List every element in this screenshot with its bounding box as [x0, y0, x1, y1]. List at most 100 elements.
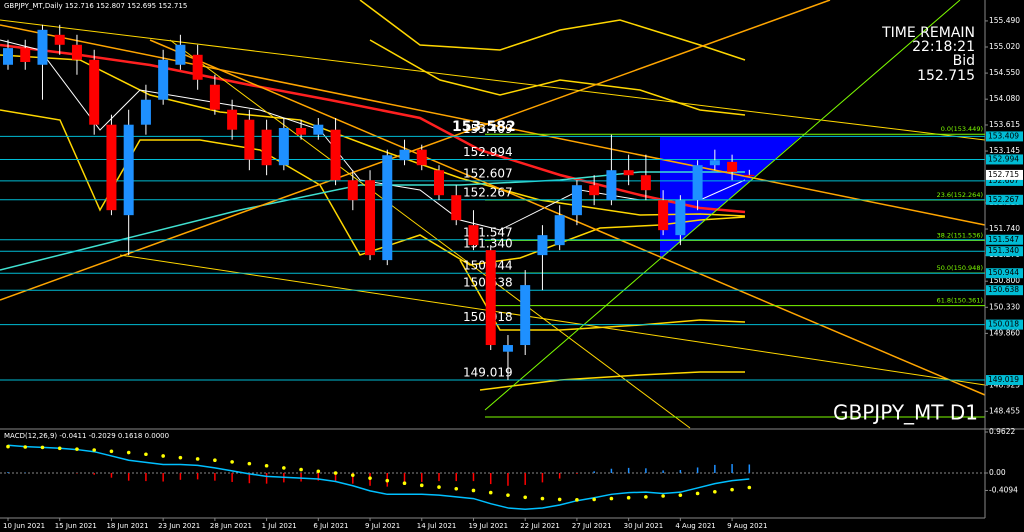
candle-body: [416, 149, 427, 166]
candle: [727, 154, 738, 181]
x-tick-label: 19 Jul 2021: [468, 522, 508, 530]
candle: [140, 84, 151, 135]
candle-body: [365, 180, 376, 256]
macd-signal-dot: [747, 485, 752, 490]
x-tick-label: 30 Jul 2021: [624, 522, 664, 530]
y-tick-label: 153.145: [989, 146, 1020, 155]
macd-signal-dot: [75, 447, 79, 451]
x-tick-label: 28 Jun 2021: [210, 522, 252, 530]
macd-signal-dot: [713, 489, 717, 494]
macd-signal-dot: [178, 455, 183, 460]
level-box: [986, 234, 1023, 245]
x-tick-label: 15 Jun 2021: [55, 522, 97, 530]
candle-body: [520, 285, 531, 346]
candle-body: [330, 129, 341, 181]
macd-signal-dot: [264, 463, 269, 468]
x-tick-label: 1 Jul 2021: [262, 522, 297, 530]
trend-line: [169, 39, 691, 429]
y-tick-label: 155.020: [989, 42, 1020, 51]
y-tick-label: 149.860: [989, 328, 1020, 337]
candle-body: [347, 180, 358, 201]
candle-body: [192, 54, 203, 80]
level-box: [986, 319, 1023, 330]
y-tick-label: 151.740: [989, 224, 1020, 233]
level-label: 149.019: [463, 366, 513, 380]
candle: [330, 118, 341, 186]
annotation: 153.582: [452, 119, 516, 135]
level-box-label: 152.607: [988, 176, 1019, 185]
macd-signal-dot: [661, 494, 665, 498]
candle: [192, 44, 203, 90]
candle-body: [278, 128, 289, 166]
macd-signal-dot: [506, 493, 510, 497]
trend-line: [0, 0, 831, 301]
level-box-label: 149.019: [988, 375, 1019, 384]
candle-body: [140, 99, 151, 125]
candle: [692, 160, 703, 211]
candle: [554, 205, 565, 251]
candle-body: [434, 170, 444, 196]
macd-signal-dot: [144, 452, 148, 457]
macd-signal-dot: [592, 497, 596, 502]
macd-signal-dot: [402, 481, 407, 486]
candle-body: [692, 165, 703, 201]
candle: [158, 49, 169, 105]
candle-body: [123, 124, 134, 216]
candle: [451, 185, 462, 226]
x-tick-label: 10 Jun 2021: [3, 522, 45, 530]
candle-body: [37, 29, 48, 65]
macd-signal-dot: [454, 486, 459, 491]
macd-signal-dot: [575, 498, 579, 502]
y-tick-label: 150.800: [989, 276, 1020, 285]
fib-label: 38.2(151.536): [937, 231, 983, 239]
candle-body: [382, 155, 393, 261]
candle: [54, 24, 65, 55]
candle-body: [485, 250, 496, 346]
level-box-label: 150.018: [988, 320, 1019, 329]
macd-signal-dot: [23, 445, 28, 449]
candle-body: [89, 59, 100, 125]
trend-line: [484, 0, 961, 411]
candle-body: [571, 185, 582, 216]
macd-signal-dot: [161, 454, 165, 458]
y-tick-label: 148.455: [989, 406, 1020, 415]
macd-signal-dot: [626, 495, 631, 500]
y-tick-label: 150.330: [989, 302, 1020, 311]
timer-label: TIME REMAIN: [881, 25, 975, 41]
trend-line: [149, 39, 986, 396]
watermark: GBPJPY_MT D1: [833, 401, 978, 425]
candle-body: [744, 174, 755, 176]
macd-signal-dot: [419, 483, 424, 488]
candle-body: [3, 48, 13, 65]
x-tick-label: 27 Jul 2021: [572, 522, 612, 530]
candle-body: [537, 235, 548, 256]
macd-signal-dot: [678, 493, 683, 497]
lower-band: [479, 371, 745, 391]
x-tick-label: 22 Jul 2021: [520, 522, 560, 530]
y-tick-label: 154.080: [989, 94, 1020, 103]
candle-body: [71, 44, 82, 60]
candle: [606, 134, 617, 206]
candle: [89, 49, 100, 135]
level-box-label: 152.267: [988, 195, 1019, 204]
macd-signal-dot: [540, 496, 545, 501]
macd-signal-dot: [126, 450, 131, 455]
macd-signal-dot: [299, 467, 303, 472]
chart-title: GBPJPY_MT,Daily 152.716 152.807 152.695 …: [4, 2, 187, 10]
bid-box: [986, 169, 1023, 180]
level-box: [986, 194, 1023, 205]
candle: [434, 165, 444, 201]
x-tick-label: 6 Jul 2021: [313, 522, 348, 530]
candle-body: [709, 160, 720, 166]
candle-body: [589, 185, 600, 196]
candle-body: [606, 170, 617, 201]
macd-signal-dot: [195, 457, 200, 461]
level-box-label: 150.944: [988, 268, 1019, 277]
candle: [296, 119, 307, 140]
macd-signal-dot: [437, 485, 441, 489]
level-box-label: 151.547: [988, 235, 1019, 244]
candle-body: [209, 84, 220, 110]
macd-tick-label: 0.9622: [989, 427, 1015, 436]
